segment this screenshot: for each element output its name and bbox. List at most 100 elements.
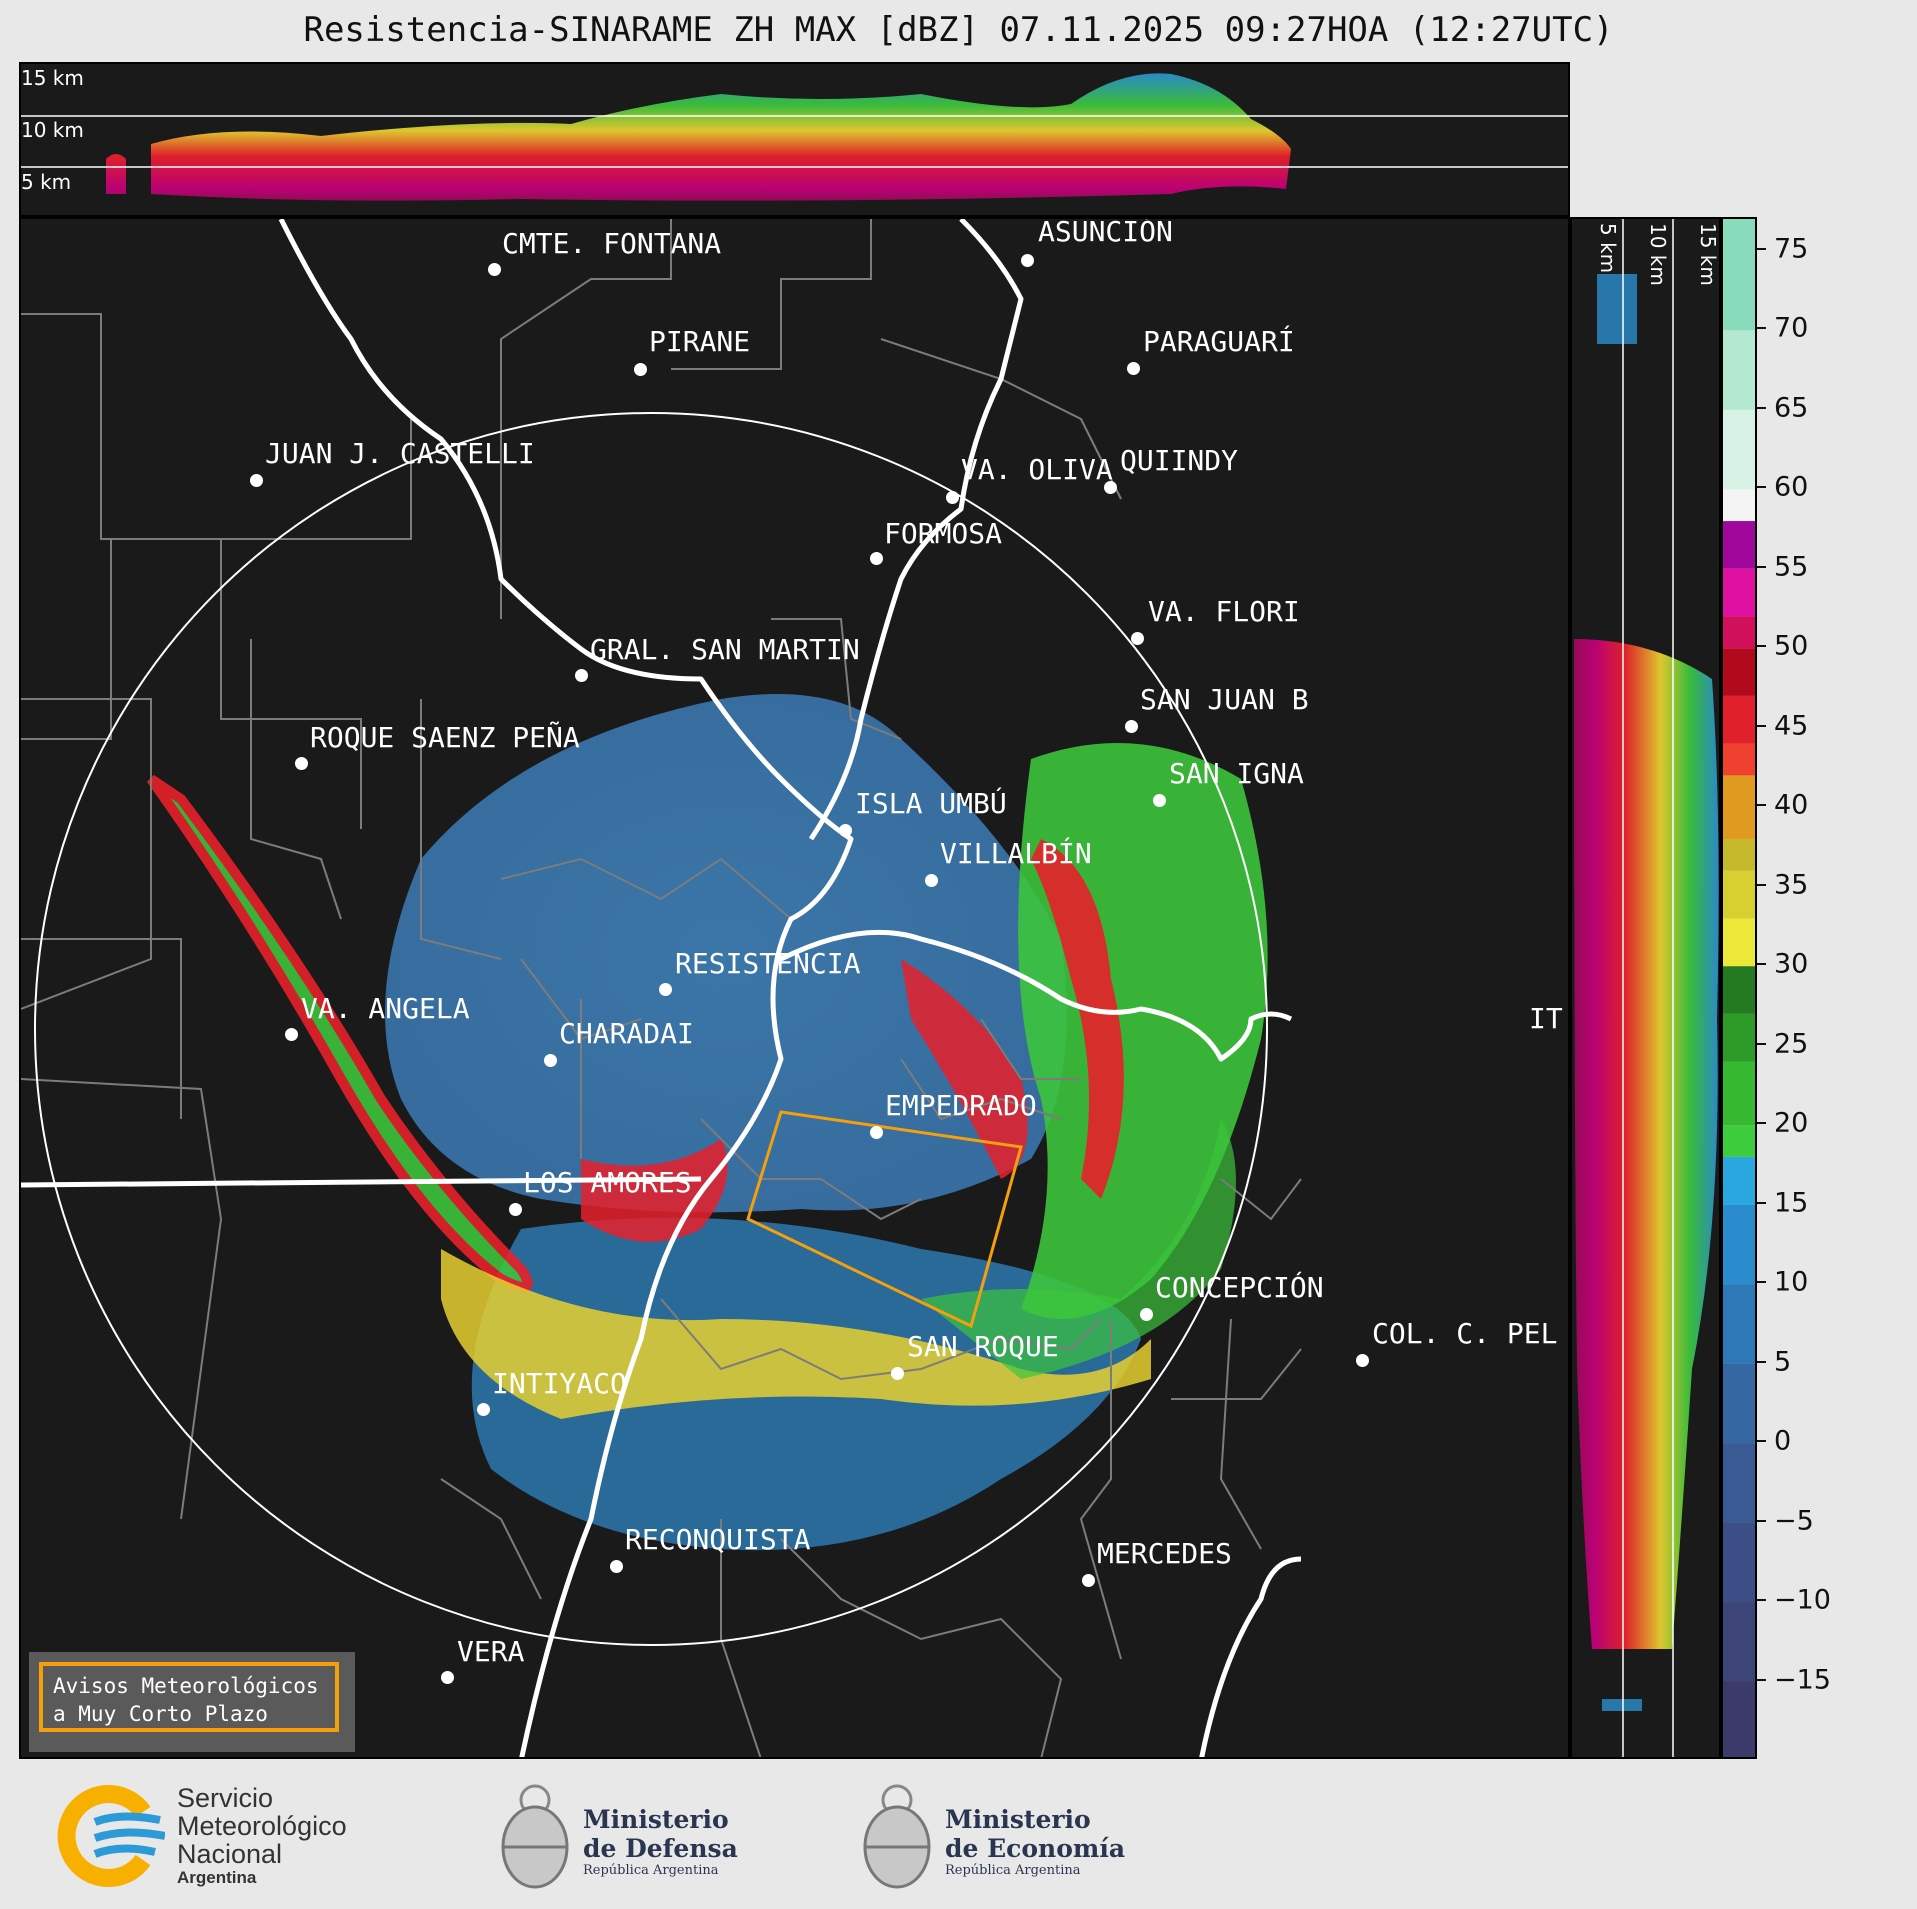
city-label: VA. FLORI <box>1148 595 1300 628</box>
colorbar-tick-mark <box>1757 565 1766 568</box>
colorbar-tick-mark <box>1757 1599 1766 1602</box>
city-label: FORMOSA <box>884 517 1003 550</box>
city-dot <box>1131 632 1144 645</box>
city-label: VILLALBÍN <box>940 837 1092 870</box>
colorbar-tick-label: 65 <box>1774 392 1809 424</box>
weak-echo-region <box>385 694 1067 1213</box>
defensa-line3: República Argentina <box>583 1863 719 1878</box>
city-dot <box>870 552 883 565</box>
colorbar-band <box>1723 775 1755 839</box>
colorbar-band <box>1723 1681 1755 1757</box>
city-label: CMTE. FONTANA <box>502 227 722 260</box>
colorbar-band <box>1723 1522 1755 1603</box>
southern-convective-band <box>441 1249 1151 1419</box>
city-dot <box>839 824 852 837</box>
top-alt-label-10: 10 km <box>21 118 84 142</box>
colorbar-tick-mark <box>1757 247 1766 250</box>
city-label: COL. C. PEL <box>1372 1317 1558 1350</box>
colorbar-band <box>1723 648 1755 696</box>
warning-notice-line1: Avisos Meteorológicos <box>53 1674 319 1698</box>
colorbar-tick-label: 45 <box>1774 710 1809 742</box>
colorbar-tick-label: −15 <box>1774 1664 1831 1695</box>
colorbar-tick-label: 10 <box>1774 1266 1809 1298</box>
south-east-green <box>921 1119 1236 1379</box>
colorbar-band <box>1723 838 1755 871</box>
city-dot <box>1125 720 1138 733</box>
colorbar-tick-label: 35 <box>1774 869 1809 901</box>
city-dot <box>509 1203 522 1216</box>
warning-polygon <box>746 1110 1023 1329</box>
colorbar-tick-label: 5 <box>1774 1346 1792 1378</box>
defensa-logo: Ministerio de Defensa República Argentin… <box>495 1775 755 1900</box>
colorbar-tick-mark <box>1757 1281 1766 1284</box>
dbz-colorbar <box>1721 217 1757 1759</box>
city-dot <box>925 874 938 887</box>
city-label: JUAN J. CASTELLI <box>265 437 535 470</box>
colorbar-tick-label: 70 <box>1774 312 1809 344</box>
smn-line3: Nacional <box>177 1839 283 1869</box>
warning-notice-box: Avisos Meteorológicos a Muy Corto Plazo <box>29 1652 355 1752</box>
colorbar-tick-label: 20 <box>1774 1107 1809 1139</box>
city-dot <box>544 1054 557 1067</box>
colorbar-band <box>1723 870 1755 919</box>
colorbar-tick-mark <box>1757 645 1766 648</box>
city-label: INTIYACO <box>492 1367 627 1400</box>
city-label: ASUNCIÓN <box>1038 217 1173 248</box>
city-label: EMPEDRADO <box>885 1089 1037 1122</box>
colorbar-band <box>1723 568 1755 617</box>
city-dot <box>1356 1354 1369 1367</box>
defensa-line2: de Defensa <box>583 1834 738 1863</box>
range-ring <box>34 412 1268 1646</box>
city-label: QUIINDY <box>1120 444 1239 477</box>
western-convective-line <box>146 774 533 1292</box>
city-label: VA. OLIVA <box>961 453 1113 486</box>
economia-line3: República Argentina <box>945 1863 1081 1878</box>
warning-notice-line2: a Muy Corto Plazo <box>53 1702 268 1726</box>
city-label: SAN IGNA <box>1169 757 1304 790</box>
colorbar-tick-mark <box>1757 486 1766 489</box>
smn-logo-icon <box>57 1785 165 1887</box>
colorbar-band <box>1723 1125 1755 1157</box>
admin-borders <box>21 219 1302 1757</box>
city-dot <box>610 1560 623 1573</box>
smn-logo: Servicio Meteorológico Nacional Argentin… <box>55 1782 395 1892</box>
coat-of-arms-icon <box>501 1784 569 1889</box>
city-dot <box>295 757 308 770</box>
colorbar-tick-label: 15 <box>1774 1187 1809 1219</box>
city-dot <box>1140 1308 1153 1321</box>
colorbar-tick-label: 40 <box>1774 789 1809 821</box>
city-dot <box>441 1671 454 1684</box>
side-height-profile: 5 km 10 km 15 km <box>1570 217 1721 1759</box>
top-alt-label-15: 15 km <box>21 66 84 90</box>
city-label: ROQUE SAENZ PEÑA <box>310 721 580 754</box>
colorbar-tick-label: 75 <box>1774 233 1809 265</box>
top-profile-echo <box>106 73 1291 201</box>
city-dot <box>891 1367 904 1380</box>
warning-notice-frame: Avisos Meteorológicos a Muy Corto Plazo <box>39 1662 339 1732</box>
city-dot <box>634 363 647 376</box>
colorbar-tick-mark <box>1757 1360 1766 1363</box>
economia-line1: Ministerio <box>945 1805 1091 1834</box>
colorbar-band <box>1723 1284 1755 1364</box>
colorbar-tick-label: 0 <box>1774 1425 1792 1457</box>
smn-line4: Argentina <box>177 1868 257 1887</box>
radar-map: CMTE. FONTANA ASUNCIÓN PIRANE PARAGUARÍ … <box>19 217 1570 1759</box>
colorbar-tick-mark <box>1757 1440 1766 1443</box>
colorbar-tick-label: 25 <box>1774 1028 1809 1060</box>
city-label: ISLA UMBÚ <box>855 787 1007 820</box>
ne-cell-band <box>901 959 1028 1179</box>
smn-line2: Meteorológico <box>177 1811 347 1841</box>
colorbar-band <box>1723 1443 1755 1523</box>
colorbar-band <box>1723 918 1755 967</box>
city-dot <box>659 983 672 996</box>
colorbar-tick-mark <box>1757 406 1766 409</box>
colorbar-band <box>1723 521 1755 569</box>
radar-map-svg <box>21 219 1302 1757</box>
colorbar-band <box>1723 1204 1755 1285</box>
city-label: IT <box>1529 1002 1563 1035</box>
economia-logo: Ministerio de Economía República Argenti… <box>857 1775 1137 1900</box>
colorbar-band <box>1723 330 1755 410</box>
colorbar-tick-label: 55 <box>1774 551 1809 583</box>
coat-of-arms-icon <box>863 1784 931 1889</box>
colorbar-tick-label: 30 <box>1774 948 1809 980</box>
